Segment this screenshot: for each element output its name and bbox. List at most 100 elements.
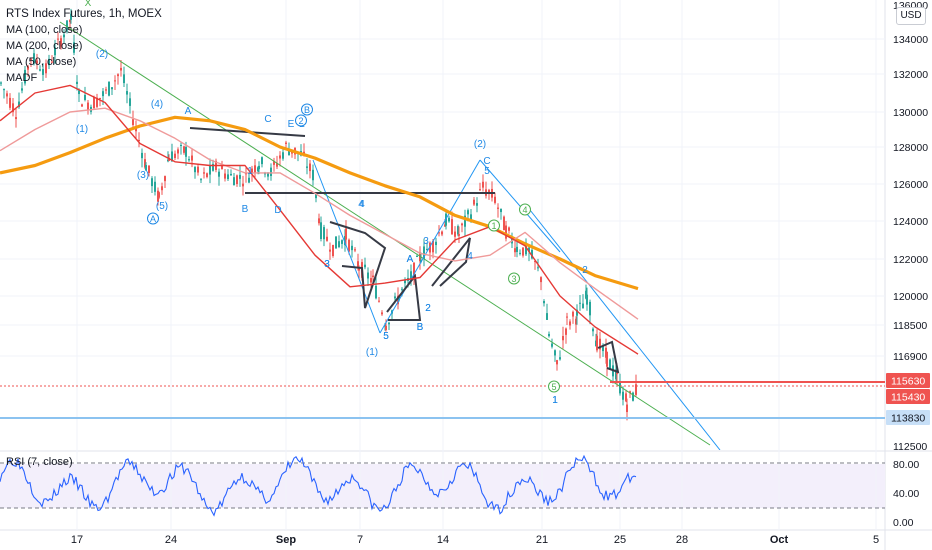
candle-body [9,97,11,108]
candle-body [375,285,377,299]
candle-body [562,335,564,341]
candle-body [367,272,369,279]
candle-body [191,155,193,161]
y-tick-label: 132000 [893,69,928,81]
candle-body [63,34,65,38]
time-axis[interactable]: 17 24 Sep 7 14 21 25 28 Oct 5 [71,534,879,546]
candle-body [635,384,637,395]
chart-title: RTS Index Futures, 1h, MOEX [6,8,162,20]
wave-label: X [85,0,92,9]
candle-body [435,241,437,246]
wave-label: C [483,156,490,167]
candle-body [482,181,484,188]
candle-body [158,192,160,198]
candle-body [69,19,71,23]
wave-label: D [274,205,281,216]
candle-body [589,301,591,316]
candle-body [48,58,50,66]
candle-body [329,249,331,252]
candle-body [227,174,229,180]
candle-body [458,234,460,236]
rsi-legend[interactable]: RSI (7, close) [6,456,73,468]
candle-body [123,74,125,84]
x-tick-label: 25 [614,534,626,546]
candle-body [39,69,41,71]
candle-body [239,174,241,179]
candle-body [188,159,190,161]
wave-label: 3 [324,259,330,270]
candle-body [230,173,232,176]
candle-body [503,216,505,231]
candle-body [251,168,253,173]
candle-body [438,232,440,234]
candle-body [27,66,29,70]
candle-body [102,91,104,97]
candle-body [258,165,260,170]
candle-body [494,196,496,203]
candle-body [194,167,196,173]
wave-label: 5 [383,331,389,342]
candle-body [180,144,182,146]
y-tick-label: 120000 [893,291,928,303]
circled-wave-marker [508,272,520,285]
candle-body [0,82,2,84]
candle-body [306,166,308,168]
candle-body [24,69,26,84]
pattern-lines [189,127,620,374]
candle-body [528,247,530,252]
candle-body [105,89,107,91]
candle-body [332,244,334,257]
wave-label: E [288,119,295,130]
candle-body [84,94,86,100]
candle-body [70,13,72,20]
candle-body [144,159,146,168]
candle-body [335,236,337,249]
legend-madf[interactable]: MADF [6,72,38,84]
wave-label: (2) [474,139,486,150]
candle-body [519,252,521,254]
candle-body [12,103,14,113]
legend-ma-50[interactable]: MA (50, close) [6,56,77,68]
rsi-line [0,454,637,517]
candle-body [185,146,187,157]
candle-body [579,302,581,304]
y-tick-label: 124000 [893,216,928,228]
circled-wave-label: 3 [511,274,516,284]
candle-body [126,91,128,95]
moving-averages [0,84,639,355]
candle-body [233,177,235,186]
candle-body [582,303,584,309]
candle-body [151,178,153,187]
wave-label: B [417,322,424,333]
candle-body [616,372,618,375]
candle-body [625,393,627,402]
candle-body [457,226,459,235]
candle-body [174,153,176,158]
candle-body [279,155,281,159]
currency-button[interactable]: USD [896,7,926,25]
candle-body [401,288,403,290]
candle-body [257,167,259,172]
candle-body [117,74,119,77]
ma-line-2 [0,84,639,355]
wave-label: 5 [383,331,389,342]
candle-body [132,119,134,125]
blue-channel-line [529,209,721,450]
candle-body [423,246,425,259]
candle-body [540,277,542,283]
candle-body [381,312,383,315]
candle-body [531,249,533,259]
candle-body [323,227,325,240]
x-tick-label: 21 [536,534,548,546]
ma-line-0 [0,115,639,291]
candle-body [467,210,469,215]
candle-body [572,311,574,317]
y-tick-label-bottom: 112500 [893,441,927,453]
legend-ma-200[interactable]: MA (200, close) [6,40,83,52]
candle-body [99,97,101,100]
candle-body [148,165,150,173]
legend-ma-100[interactable]: MA (100, close) [6,24,83,36]
candle-body [543,301,545,304]
candle-body [348,239,350,252]
